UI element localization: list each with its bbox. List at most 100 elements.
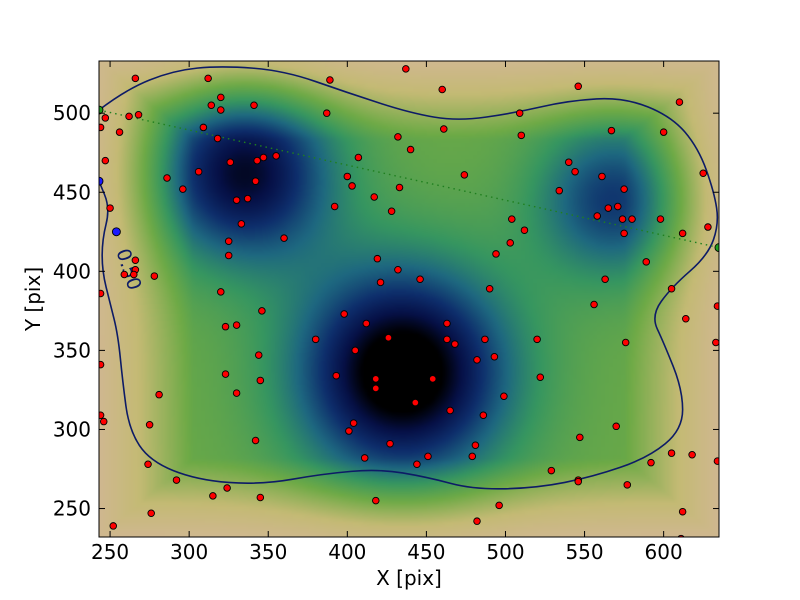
- data-point: [413, 460, 421, 469]
- data-point: [120, 270, 129, 279]
- data-point: [360, 454, 369, 462]
- x-tick-label: 500: [486, 540, 524, 564]
- data-point: [411, 398, 420, 407]
- data-point: [213, 134, 222, 143]
- data-point: [101, 156, 110, 165]
- data-point: [667, 449, 676, 457]
- data-point: [642, 258, 650, 266]
- data-point: [590, 300, 598, 309]
- data-point: [555, 186, 564, 195]
- data-point: [678, 229, 687, 238]
- data-point: [492, 250, 500, 258]
- y-tick-label: 450: [53, 180, 91, 204]
- data-point: [130, 270, 138, 279]
- data-point: [517, 131, 526, 140]
- data-point: [115, 128, 124, 136]
- data-point: [593, 212, 601, 220]
- data-point: [237, 220, 246, 228]
- data-point: [372, 496, 380, 505]
- data-point: [243, 194, 252, 203]
- data-point: [232, 321, 241, 329]
- data-point: [402, 65, 410, 73]
- data-point: [659, 128, 668, 136]
- data-point: [251, 436, 260, 445]
- data-point: [471, 441, 480, 450]
- data-point: [607, 126, 616, 135]
- data-point: [232, 196, 241, 204]
- data-point: [163, 174, 171, 182]
- data-point: [564, 158, 573, 166]
- data-point: [345, 427, 353, 435]
- data-point: [207, 101, 216, 110]
- density-map: [99, 61, 719, 537]
- data-point: [259, 153, 268, 162]
- x-tick-label: 250: [91, 540, 129, 564]
- x-axis-label: X [pix]: [376, 566, 442, 590]
- data-point: [224, 251, 233, 260]
- data-point: [620, 229, 628, 238]
- data-point: [199, 123, 208, 132]
- marker-blue: [99, 176, 104, 186]
- data-point: [704, 223, 712, 231]
- data-point: [576, 433, 584, 442]
- data-point: [99, 289, 105, 298]
- data-point: [473, 356, 481, 364]
- data-point: [340, 310, 348, 318]
- data-point: [446, 406, 454, 415]
- data-point: [376, 278, 385, 287]
- data-point: [386, 439, 394, 448]
- data-point: [443, 319, 451, 328]
- data-point: [362, 319, 371, 328]
- data-point: [574, 82, 582, 91]
- data-point: [571, 167, 579, 176]
- data-point: [620, 185, 628, 193]
- data-point: [515, 109, 524, 117]
- data-point: [217, 93, 225, 102]
- data-point: [533, 335, 541, 344]
- data-point: [256, 376, 265, 385]
- data-point: [468, 452, 477, 461]
- marker-blue: [111, 227, 121, 237]
- data-point: [99, 417, 108, 426]
- data-point: [678, 507, 687, 516]
- data-point: [251, 177, 260, 185]
- data-point: [428, 375, 437, 383]
- data-point: [481, 335, 489, 344]
- x-tick-label: 350: [249, 540, 287, 564]
- data-point: [254, 351, 263, 359]
- data-point: [490, 352, 499, 361]
- data-point: [99, 123, 105, 132]
- data-point: [131, 256, 140, 265]
- data-point: [99, 411, 105, 419]
- data-point: [495, 501, 503, 510]
- data-point: [217, 106, 225, 114]
- data-point: [232, 389, 241, 397]
- plot-area: 0.50: [99, 61, 719, 537]
- data-point: [323, 109, 331, 117]
- data-point: [217, 288, 225, 296]
- axes: 250 300 350 400 450 500 550 600 250 300 350 400 450 5…: [53, 60, 720, 564]
- data-point: [582, 61, 587, 62]
- marker-green: [714, 243, 719, 253]
- data-point: [343, 172, 352, 181]
- data-point: [253, 156, 261, 165]
- data-point: [508, 215, 516, 223]
- x-tick-label: 550: [565, 540, 603, 564]
- data-point: [354, 153, 363, 162]
- data-point: [713, 302, 719, 310]
- data-point: [604, 204, 613, 212]
- data-point: [451, 340, 459, 348]
- data-point: [688, 451, 696, 459]
- data-point: [125, 112, 133, 121]
- data-point: [223, 484, 231, 492]
- data-point: [134, 111, 143, 119]
- data-point: [682, 315, 690, 323]
- data-point: [370, 193, 378, 201]
- y-tick-label: 350: [53, 338, 91, 362]
- data-point: [384, 333, 393, 342]
- y-tick-label: 400: [53, 259, 91, 283]
- y-tick-label: 300: [53, 417, 91, 441]
- x-tick-label: 400: [328, 540, 366, 564]
- data-point: [574, 477, 582, 486]
